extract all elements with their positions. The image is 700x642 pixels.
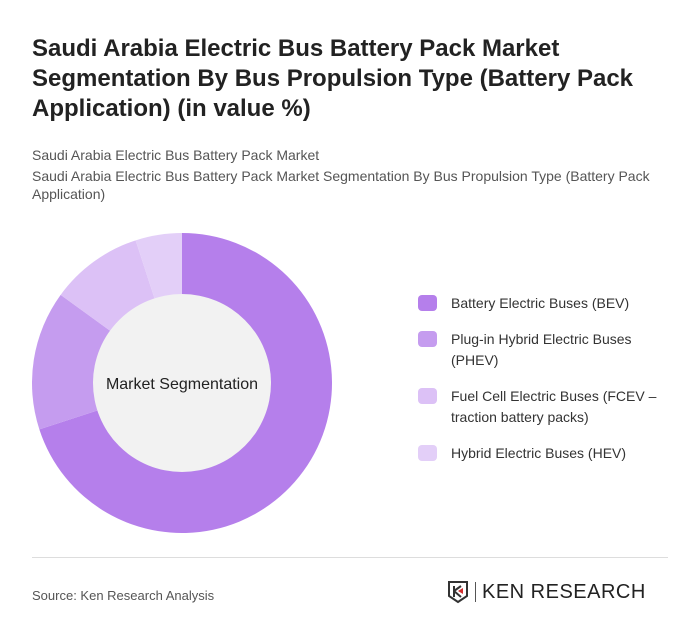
ken-research-logo: KEN RESEARCH xyxy=(447,580,646,604)
legend-swatch xyxy=(418,295,437,311)
legend-label: Battery Electric Buses (BEV) xyxy=(451,295,630,311)
chart-title: Saudi Arabia Electric Bus Battery Pack M… xyxy=(32,35,634,122)
divider xyxy=(32,557,668,558)
donut-chart: Market Segmentation xyxy=(32,233,332,533)
legend-label: Fuel Cell Electric Buses (FCEV – tractio… xyxy=(451,388,657,425)
legend: Battery Electric Buses (BEV) Plug-in Hybr… xyxy=(418,293,678,479)
donut-center xyxy=(93,294,271,472)
legend-item: Fuel Cell Electric Buses (FCEV – tractio… xyxy=(418,386,678,428)
legend-swatch xyxy=(418,388,437,404)
logo-text: KEN RESEARCH xyxy=(482,580,646,603)
legend-item: Plug-in Hybrid Electric Buses (PHEV) xyxy=(418,329,678,371)
legend-label: Hybrid Electric Buses (HEV) xyxy=(451,445,627,461)
ken-logo-icon xyxy=(448,581,468,604)
source-text: Source: Ken Research Analysis xyxy=(32,588,215,603)
legend-swatch xyxy=(418,445,437,461)
legend-item: Battery Electric Buses (BEV) xyxy=(418,293,678,314)
subtitle-segmentation: Saudi Arabia Electric Bus Battery Pack M… xyxy=(32,168,650,202)
center-label: Market Segmentation xyxy=(106,376,258,393)
logo-separator xyxy=(475,582,476,602)
legend-label: Plug-in Hybrid Electric Buses (PHEV) xyxy=(451,331,632,368)
legend-swatch xyxy=(418,331,437,347)
subtitle-market: Saudi Arabia Electric Bus Battery Pack M… xyxy=(32,147,320,163)
legend-item: Hybrid Electric Buses (HEV) xyxy=(418,443,678,464)
